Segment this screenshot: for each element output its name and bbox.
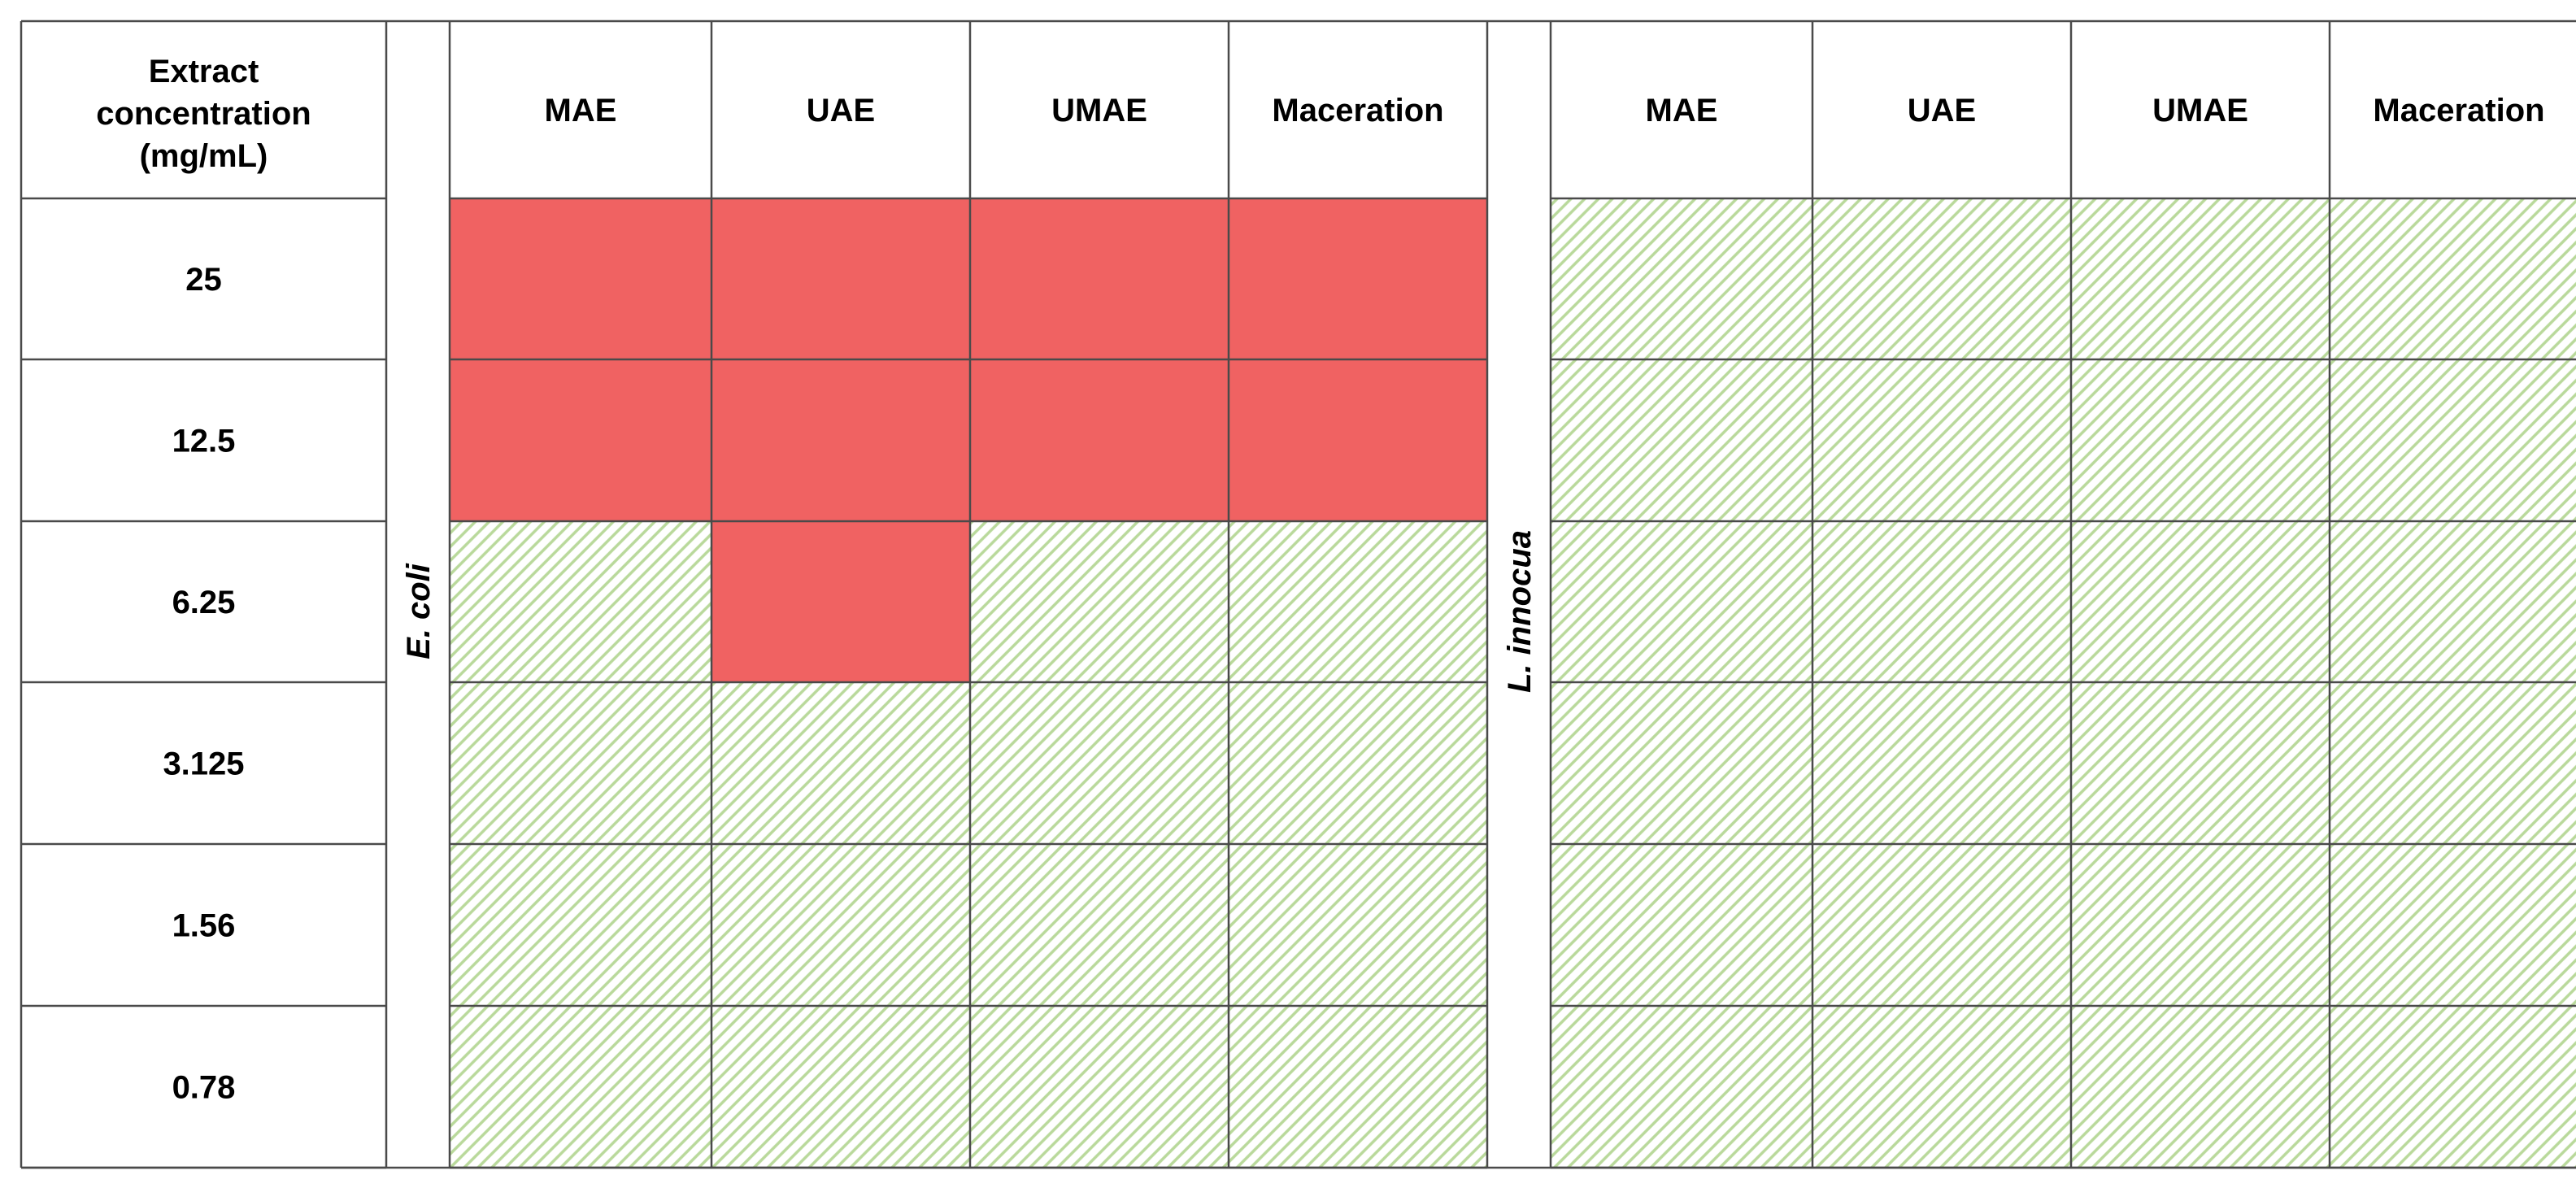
result-cell-not-inhibited (970, 1006, 1229, 1168)
result-cell-not-inhibited (2330, 359, 2576, 521)
result-cell-not-inhibited (2330, 844, 2576, 1006)
row-label: 6.25 (172, 585, 236, 620)
row-label: 25 (185, 262, 222, 298)
organism-label: L. innocua (1502, 530, 1538, 693)
column-header-linnocua-mae: MAE (1646, 93, 1718, 128)
column-header-linnocua-uae: UAE (1908, 93, 1976, 128)
result-cell-not-inhibited (711, 844, 970, 1006)
row-label: 0.78 (172, 1070, 236, 1106)
column-header-linnocua-maceration: Maceration (2373, 93, 2544, 128)
result-cell-not-inhibited (1551, 682, 1812, 844)
result-cell-not-inhibited (2330, 198, 2576, 359)
organism-label: E. coli (401, 563, 437, 659)
result-cell-not-inhibited (1551, 359, 1812, 521)
result-cell-not-inhibited (1229, 1006, 1487, 1168)
result-cell-not-inhibited (970, 844, 1229, 1006)
row-label: 12.5 (172, 424, 236, 459)
result-cell-not-inhibited (1812, 682, 2071, 844)
result-cell-not-inhibited (1812, 844, 2071, 1006)
result-cell-not-inhibited (1812, 1006, 2071, 1168)
result-cell-not-inhibited (1229, 844, 1487, 1006)
column-header-linnocua-umae: UMAE (2152, 93, 2248, 128)
result-cell-not-inhibited (711, 682, 970, 844)
result-cell-not-inhibited (2071, 682, 2330, 844)
result-cell-not-inhibited (1551, 1006, 1812, 1168)
result-cell-not-inhibited (450, 844, 711, 1006)
result-cell-not-inhibited (2330, 1006, 2576, 1168)
result-cell-not-inhibited (1229, 682, 1487, 844)
result-cell-not-inhibited (2071, 359, 2330, 521)
result-cell-inhibited (970, 198, 1229, 359)
result-cell-inhibited (711, 359, 970, 521)
result-cell-inhibited (711, 198, 970, 359)
result-cell-inhibited (1229, 359, 1487, 521)
row-label: 3.125 (163, 746, 244, 782)
result-cell-not-inhibited (450, 1006, 711, 1168)
result-cell-not-inhibited (1551, 844, 1812, 1006)
column-header-ecoli-umae: UMAE (1051, 93, 1147, 128)
column-header-ecoli-mae: MAE (545, 93, 617, 128)
result-cell-not-inhibited (2071, 1006, 2330, 1168)
result-cell-not-inhibited (2071, 521, 2330, 682)
result-cell-not-inhibited (2071, 844, 2330, 1006)
row-header-line: Extract (149, 54, 259, 89)
result-cell-not-inhibited (2330, 521, 2576, 682)
result-cell-not-inhibited (1551, 521, 1812, 682)
result-cell-not-inhibited (450, 682, 711, 844)
column-header-ecoli-maceration: Maceration (1272, 93, 1443, 128)
result-cell-not-inhibited (2330, 682, 2576, 844)
result-cell-not-inhibited (2071, 198, 2330, 359)
row-header-line: (mg/mL) (140, 138, 268, 174)
result-cell-not-inhibited (711, 1006, 970, 1168)
result-cell-not-inhibited (1229, 521, 1487, 682)
result-cell-not-inhibited (1812, 198, 2071, 359)
result-cell-not-inhibited (1551, 198, 1812, 359)
result-cell-inhibited (711, 521, 970, 682)
result-cell-not-inhibited (970, 682, 1229, 844)
row-label: 1.56 (172, 908, 236, 944)
result-cell-inhibited (1229, 198, 1487, 359)
result-cell-not-inhibited (1812, 521, 2071, 682)
result-cell-inhibited (970, 359, 1229, 521)
result-cell-not-inhibited (1812, 359, 2071, 521)
row-header-line: concentration (96, 96, 311, 132)
column-header-ecoli-uae: UAE (807, 93, 875, 128)
result-cell-not-inhibited (970, 521, 1229, 682)
result-cell-inhibited (450, 359, 711, 521)
result-cell-inhibited (450, 198, 711, 359)
result-cell-not-inhibited (450, 521, 711, 682)
